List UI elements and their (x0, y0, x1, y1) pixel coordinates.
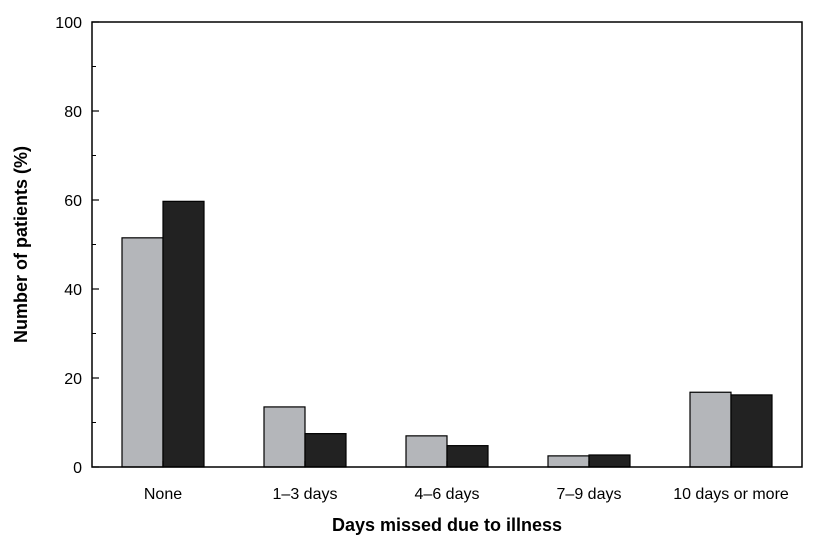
x-tick-label: 10 days or more (673, 486, 789, 503)
bar-1-3 (405, 435, 448, 468)
bar-1-2 (263, 406, 306, 468)
ticks-layer: 0 20 40 60 80 100 None 1–3 days 4–6 days 7–9 days… (55, 15, 789, 503)
bar-1-1 (121, 237, 164, 468)
x-tick-label: None (144, 486, 182, 503)
y-tick-label: 40 (64, 282, 82, 299)
bar-1-5 (689, 391, 732, 468)
bar-2-2 (304, 433, 347, 468)
y-axis-title: Number of patients (%) (11, 146, 31, 343)
x-axis-title: Days missed due to illness (332, 515, 562, 535)
y-tick-label: 20 (64, 371, 82, 388)
y-tick-label: 100 (55, 15, 82, 32)
bar-2-5 (730, 394, 773, 468)
bars-layer (121, 200, 773, 468)
x-tick-label: 1–3 days (273, 486, 338, 503)
plot-frame (91, 21, 803, 468)
bar-2-4 (588, 454, 631, 468)
y-tick-label: 0 (73, 460, 82, 477)
bar-2-1 (162, 200, 205, 468)
y-tick-label: 80 (64, 104, 82, 121)
x-tick-label: 4–6 days (415, 486, 480, 503)
bar-2-3 (446, 445, 489, 468)
bar-1-4 (547, 455, 590, 468)
y-tick-label: 60 (64, 193, 82, 210)
x-tick-label: 7–9 days (557, 486, 622, 503)
